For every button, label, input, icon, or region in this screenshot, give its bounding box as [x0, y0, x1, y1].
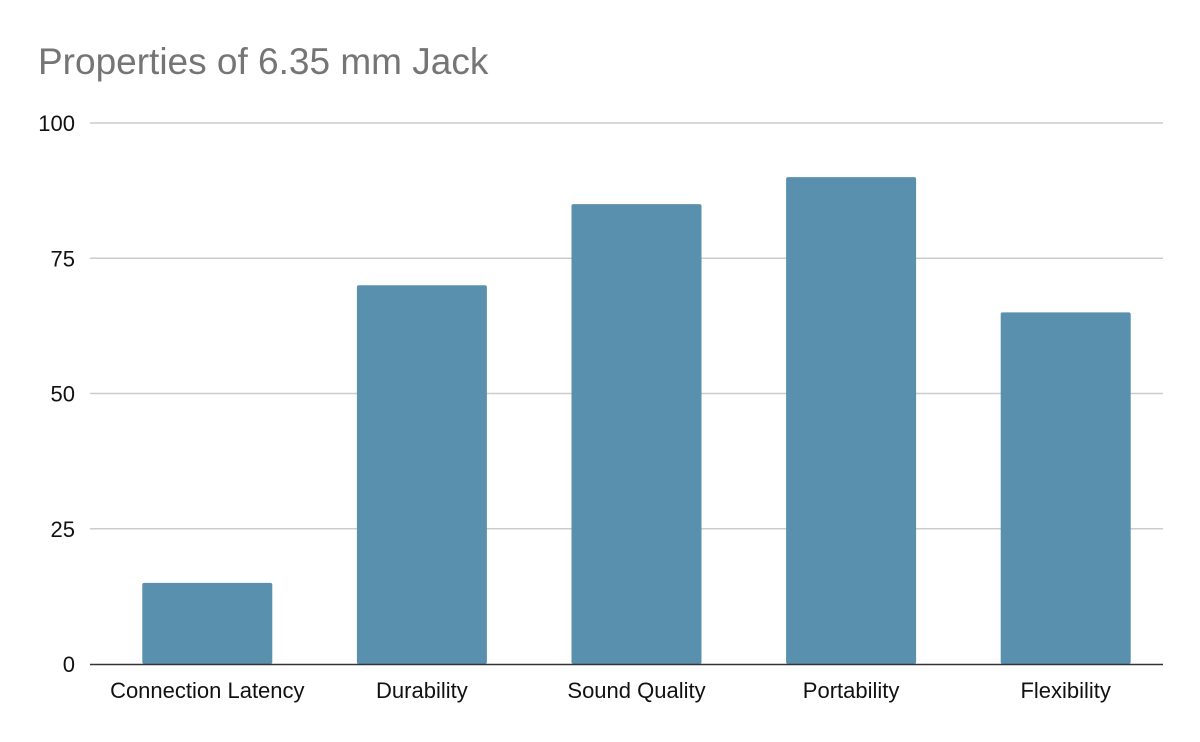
y-tick-label: 0	[63, 652, 75, 677]
x-category-label: Flexibility	[1020, 678, 1110, 703]
y-tick-label: 50	[51, 382, 75, 407]
bar	[1000, 312, 1131, 664]
bar	[786, 177, 917, 664]
bar	[142, 582, 273, 664]
bar	[356, 285, 487, 664]
x-category-label: Portability	[803, 678, 900, 703]
bars	[142, 177, 1131, 664]
y-tick-label: 75	[51, 246, 75, 271]
y-axis-ticks: 0 25 50 75 100	[38, 111, 75, 677]
bar	[571, 204, 702, 664]
y-tick-label: 25	[51, 517, 75, 542]
x-category-label: Durability	[376, 678, 468, 703]
x-axis-labels: Connection Latency Durability Sound Qualit…	[110, 678, 1111, 703]
x-category-label: Sound Quality	[567, 678, 705, 703]
x-category-label: Connection Latency	[110, 678, 304, 703]
chart-title: Properties of 6.35 mm Jack	[38, 41, 489, 82]
y-tick-label: 100	[38, 111, 75, 136]
